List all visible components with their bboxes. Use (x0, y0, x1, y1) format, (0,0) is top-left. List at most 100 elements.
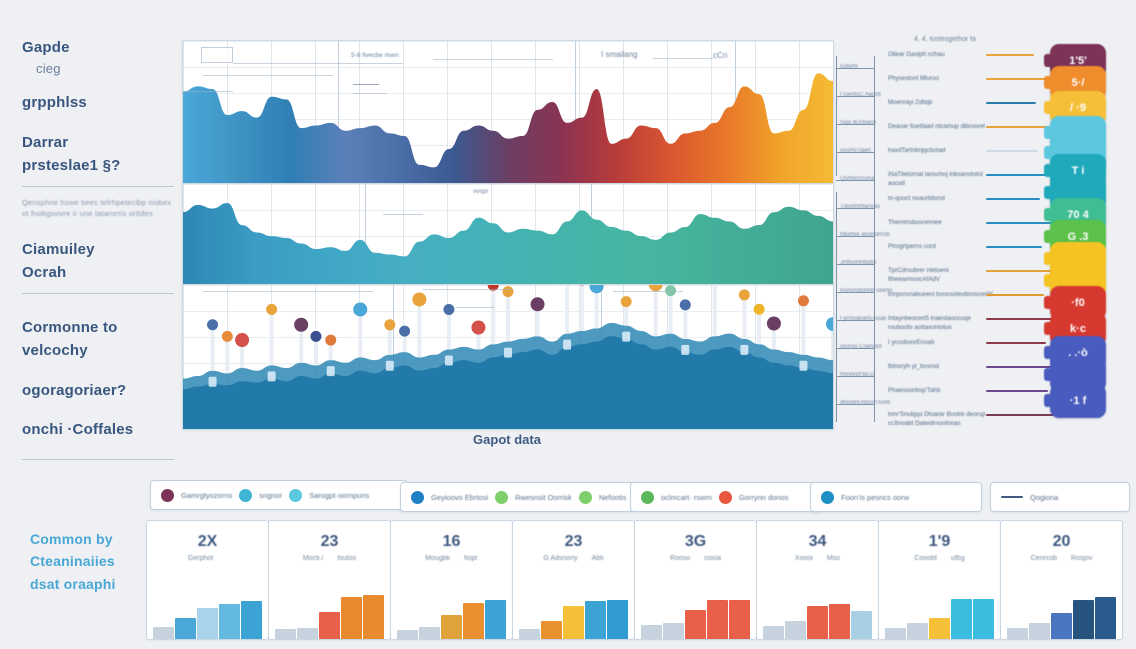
metric-card-caption-right: tsutos (337, 555, 357, 562)
metric-card-bar (419, 627, 440, 639)
metric-card-bar (829, 603, 850, 639)
left-section3-item-2: ogoragoriaer? (22, 381, 127, 399)
left-title-line-2: cieg (36, 61, 61, 77)
metric-card[interactable]: 23 G Adsnony Abti (512, 520, 635, 640)
legend-group[interactable]: Qogiona (990, 482, 1130, 512)
right-row-connector (986, 246, 1042, 248)
legend-group[interactable]: Gamrgtyozorns sngnor Sarogpt·oornpuns (150, 480, 408, 510)
chart-scribble-3a (203, 291, 373, 292)
chart-inline-note-1: 5-8 fivecbe risen (351, 52, 399, 59)
chart-spectrum-area[interactable]: 5-8 fivecbe risen I smailang cCri (183, 41, 833, 184)
metric-card-value: 3G (684, 533, 707, 550)
metric-card-caption-right: fiopr (464, 555, 478, 562)
right-row-connector (986, 126, 1059, 128)
tree-branch-line (836, 264, 874, 265)
main-chart-panel[interactable]: 5-8 fivecbe risen I smailang cCri vvspr (182, 40, 834, 430)
metric-card-bar (219, 603, 240, 639)
right-row-connector (986, 366, 1069, 368)
metric-card[interactable]: 1'9 Cooobt ufbg (878, 520, 1001, 640)
tree-node-label: vvurNTtaeri (840, 148, 872, 154)
tree-branch-line (836, 180, 874, 181)
bottom-card-row[interactable]: 2X Gerphot 23 Mocti./ tsutos 16 Mougbk fiopr 23 G… (146, 520, 1123, 640)
metric-card-bar (275, 629, 296, 639)
left-annotation-column: Gapde cieg grpphlss Darrar prsteslae1 §?… (22, 36, 174, 461)
legend-group[interactable]: oclmcart· rswm Gorrynn donos (630, 482, 822, 512)
legend-row[interactable]: Gamrgtyozorns sngnor Sarogpt·oornpuns Geyio… (150, 466, 1130, 512)
tree-node-label: Sqa dDcbasri (840, 120, 877, 126)
tree-bracket-inner (874, 56, 875, 422)
chart-inline-note-4: vvspr (473, 188, 489, 195)
tree-node-label: hnnrksh'BLO (840, 372, 875, 378)
legend-item-label: Rwesnsit Oorrisk (515, 492, 572, 502)
tree-branch-line (836, 320, 874, 321)
legend-dot-swatch (641, 490, 654, 504)
metric-card-bars (757, 565, 878, 639)
metric-card-caption-left: Cooobt (914, 555, 937, 562)
tree-branch-line (836, 124, 874, 125)
right-row-badge[interactable]: ·1 f (1044, 384, 1106, 418)
metric-card-bar (785, 620, 806, 639)
right-row-connector (986, 318, 1067, 320)
tree-branch-line (836, 348, 874, 349)
chart-scribble-1g (433, 59, 553, 60)
metric-card[interactable]: 16 Mougbk fiopr (390, 520, 513, 640)
metric-card-bar (973, 598, 994, 639)
tree-node-label: Tdootnrttanvas (840, 204, 881, 210)
right-row-connector (986, 222, 1063, 224)
metric-card-bar (363, 595, 384, 639)
metric-card-bar (685, 610, 706, 639)
tree-branch-line (836, 292, 874, 293)
left-section3-item-3: onchi ·Coffales (22, 420, 134, 438)
tree-node-label: Qsrtoncnuna (840, 176, 875, 182)
metric-card-bar (541, 620, 562, 639)
legend-group[interactable]: Foon'is pesncs oorw (810, 482, 982, 512)
left-bottom-line-1: Common by (30, 531, 113, 547)
legend-dot-swatch (495, 490, 509, 504)
metric-card-bars (635, 565, 756, 639)
chart-scribble-1b (203, 75, 333, 76)
metric-card-bar (563, 605, 584, 639)
metric-card-value: 23 (564, 533, 583, 550)
metric-card[interactable]: 34 Xoooi Mso (756, 520, 879, 640)
legend-dot-swatch (239, 488, 253, 502)
chart-inline-note-2: I smailang (601, 50, 638, 59)
chart-teal-area[interactable]: vvspr (183, 184, 833, 285)
metric-card-bars (879, 565, 1000, 639)
legend-dot-swatch (411, 490, 424, 504)
left-section3-line-1: Cormonne to (22, 319, 118, 337)
metric-card[interactable]: 20 Cenrcob Rosjov (1000, 520, 1123, 640)
right-row-connector (986, 390, 1048, 392)
legend-item-label: Geyioovo Ebrtosi (431, 492, 489, 502)
metric-card[interactable]: 23 Mocti./ tsutos (268, 520, 391, 640)
right-row-label: tnnporonabueeni bsnosoteobnoscerW (888, 291, 993, 298)
legend-item-label: Qogiona (1030, 492, 1059, 502)
legend-group[interactable]: Geyioovo Ebrtosi Rwesnsit Oorrisk Nefootis (400, 482, 636, 512)
tree-branch-line (836, 152, 874, 153)
right-row-label: Phaesoonbsp'Tahb (888, 387, 941, 394)
right-row-connector (986, 414, 1071, 416)
metric-card-bar (1029, 623, 1050, 639)
right-row-connector (986, 102, 1036, 104)
right-row-label: lblnoryh·yt_bosrod (888, 363, 939, 370)
legend-dot-swatch (821, 490, 834, 504)
left-divider-1 (22, 186, 174, 188)
metric-card[interactable]: 3G Rooso coioa (634, 520, 757, 640)
right-annotation-panel[interactable]: 4. 4. tustesgethor fa Gdsrhi I GentcC.hao… (836, 36, 1122, 432)
chart-lollipop[interactable] (183, 285, 833, 429)
tree-bracket-outer-2 (836, 192, 837, 422)
metric-card[interactable]: 2X Gerphot (146, 520, 269, 640)
left-subtitle: grpphlss (22, 94, 87, 112)
tree-node-label: Nturtee anonornsb (840, 232, 890, 238)
right-row-label: Oliear Gaoiph nzhau (888, 51, 945, 58)
tree-bracket-outer-1 (836, 56, 837, 176)
metric-card-bar (1007, 628, 1028, 639)
legend-dot-swatch (161, 488, 174, 502)
chart-scribble-1f (653, 58, 713, 59)
metric-card-caption-left: Gerphot (187, 555, 214, 562)
metric-card-bar (1073, 599, 1094, 639)
left-divider-3 (22, 459, 174, 461)
metric-card-value: 23 (320, 533, 339, 550)
metric-card-bar (807, 605, 828, 639)
tree-node-label: Jnftoortnttobs (840, 260, 877, 266)
